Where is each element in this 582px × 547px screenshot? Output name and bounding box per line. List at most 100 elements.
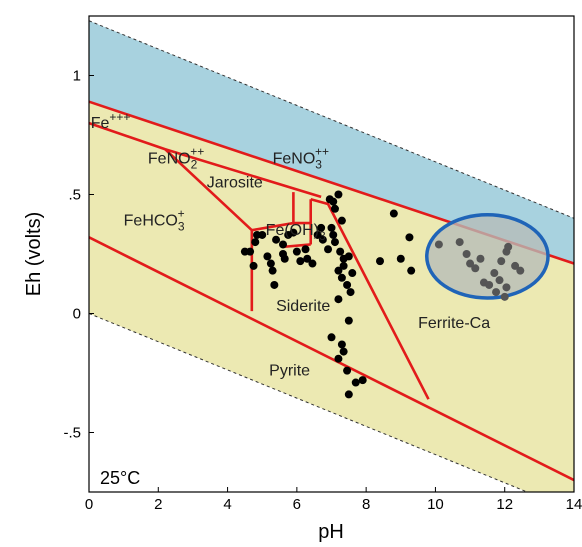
- sample-point: [405, 233, 414, 242]
- sample-point: [324, 245, 333, 254]
- sample-point: [249, 261, 258, 270]
- axis-ticks: 0 2 4 6 8 10 12 14 1 .5 0 -.5: [63, 68, 582, 514]
- plot-frame: [88, 15, 575, 493]
- sample-point: [351, 378, 360, 387]
- ellipse-point: [476, 254, 485, 263]
- sample-point: [334, 190, 343, 199]
- sample-point: [266, 259, 275, 268]
- temperature-label: 25°C: [100, 468, 140, 488]
- ellipse-point: [471, 264, 480, 273]
- sample-point: [407, 266, 416, 275]
- ellipse-point: [462, 250, 471, 258]
- sample-point: [389, 209, 398, 218]
- ellipse-point: [495, 276, 504, 285]
- sample-point: [280, 254, 289, 263]
- x-tick-label: 2: [154, 496, 162, 513]
- sample-point: [329, 230, 338, 239]
- sample-point: [337, 340, 346, 349]
- sample-point: [246, 247, 255, 256]
- sample-point: [344, 390, 353, 399]
- sample-point: [308, 259, 317, 268]
- sample-point: [313, 230, 322, 239]
- sample-points: [240, 190, 416, 399]
- ellipse-point: [504, 242, 513, 251]
- sample-point: [346, 288, 355, 297]
- sample-point: [339, 347, 348, 356]
- region-label: Fe(OH)3: [266, 222, 326, 243]
- sample-point: [251, 238, 260, 247]
- region-label: Pyrite: [269, 362, 310, 379]
- sample-point: [337, 273, 346, 282]
- sample-point: [268, 266, 277, 275]
- y-axis-title: Eh (volts): [23, 212, 45, 296]
- boundary-line: [282, 243, 311, 249]
- region-label: Siderite: [276, 298, 330, 315]
- ellipse-point: [466, 259, 475, 268]
- x-tick-label: 12: [496, 496, 513, 513]
- region-label: Fe+++: [91, 110, 131, 132]
- sample-point: [289, 228, 298, 237]
- sample-point: [270, 280, 279, 289]
- sample-point: [344, 252, 353, 261]
- boundary-line: [89, 236, 574, 482]
- y-tick-label: -.5: [63, 425, 81, 442]
- ellipse-point: [485, 280, 494, 289]
- ellipse-point: [516, 266, 525, 275]
- sample-point: [348, 269, 357, 278]
- ellipse-point: [492, 288, 501, 297]
- x-tick-label: 14: [566, 496, 582, 513]
- sample-point: [330, 204, 339, 213]
- sample-point: [301, 245, 310, 254]
- ellipse-point: [511, 261, 520, 270]
- x-tick-label: 6: [293, 496, 301, 513]
- region-label: Jarosite: [207, 174, 263, 191]
- region-label: FeNO3++: [273, 145, 329, 172]
- y-tick-label: 1: [73, 68, 81, 85]
- x-tick-label: 10: [427, 496, 444, 513]
- y-tick-label: .5: [68, 187, 81, 204]
- y-tick-label: 0: [73, 306, 81, 323]
- sample-point: [296, 257, 305, 266]
- ellipse-point: [500, 292, 509, 301]
- lower-field: [89, 101, 574, 492]
- sample-point: [334, 266, 343, 275]
- cluster-ellipse: [425, 212, 550, 300]
- sample-point: [292, 247, 301, 256]
- sample-point: [303, 254, 312, 263]
- sample-point: [272, 235, 281, 244]
- x-tick-label: 8: [362, 496, 370, 513]
- ellipse-point: [497, 257, 506, 266]
- sample-point: [334, 354, 343, 363]
- boundary-line: [310, 198, 430, 400]
- phase-boundaries: [89, 100, 574, 482]
- sample-point: [358, 376, 367, 385]
- sample-point: [343, 366, 352, 375]
- stability-fields: [89, 20, 574, 492]
- x-tick-label: 0: [85, 496, 93, 513]
- region-label: FeNO2++: [148, 145, 204, 172]
- ellipse-point: [434, 240, 443, 249]
- sample-point: [263, 252, 272, 261]
- region-label: Ferrite-Ca: [418, 315, 490, 332]
- sample-point: [339, 261, 348, 270]
- upper-field: [89, 20, 574, 264]
- sample-point: [279, 240, 287, 249]
- ellipse-point: [490, 269, 499, 278]
- sample-point: [396, 254, 405, 263]
- sample-point: [330, 238, 339, 247]
- sample-point: [329, 197, 338, 206]
- x-tick-label: 4: [223, 496, 231, 513]
- sample-point: [376, 257, 384, 266]
- sample-point: [344, 316, 353, 325]
- sample-point: [327, 223, 336, 232]
- sample-point: [318, 235, 327, 244]
- region-labels: Fe+++ FeNO2++ FeNO3++ Jarosite FeHCO3+ Fe(OH)…: [91, 110, 490, 380]
- ferrite-ca-cluster: [425, 212, 550, 301]
- sample-point: [258, 230, 267, 239]
- x-axis-title: pH: [318, 521, 344, 543]
- sample-point: [317, 223, 326, 232]
- sample-point: [334, 295, 343, 304]
- ellipse-point: [502, 283, 511, 292]
- sample-point: [343, 280, 352, 289]
